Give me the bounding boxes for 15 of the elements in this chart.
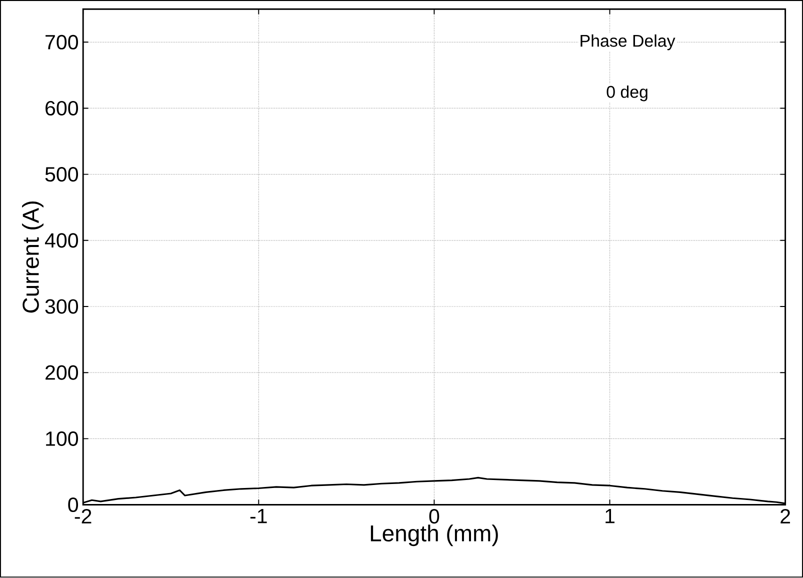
x-tick-label: 0	[429, 509, 440, 524]
y-tick-label: 700	[46, 35, 78, 50]
x-tick-label: 1	[606, 509, 614, 524]
y-tick-label: 500	[45, 167, 78, 182]
annotation: Phase Delay	[580, 34, 676, 50]
y-tick-label: 600	[46, 101, 78, 116]
y-tick-label: 300	[45, 299, 78, 314]
y-axis-title: Current (A)	[22, 202, 44, 313]
x-axis-title: Length (mm)	[370, 524, 498, 546]
annotation: 0 deg	[606, 86, 648, 102]
y-tick-label: 400	[44, 233, 78, 248]
x-tick-label: -1	[250, 509, 267, 524]
y-tick-label: 200	[46, 366, 78, 380]
x-tick-label: 2	[780, 509, 790, 524]
y-tick-label: 100	[46, 432, 78, 446]
